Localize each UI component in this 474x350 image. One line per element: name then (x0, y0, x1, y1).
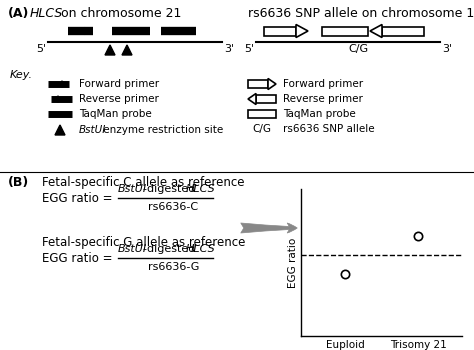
Text: EGG ratio =: EGG ratio = (42, 252, 116, 265)
Polygon shape (370, 25, 382, 37)
Text: BstUI: BstUI (118, 244, 147, 254)
Text: Key.: Key. (10, 70, 33, 80)
Text: (B): (B) (8, 176, 29, 189)
Text: 5': 5' (244, 44, 254, 54)
Text: rs6636-C: rs6636-C (148, 202, 198, 212)
FancyBboxPatch shape (382, 27, 424, 35)
FancyBboxPatch shape (248, 110, 276, 118)
Text: TaqMan probe: TaqMan probe (79, 109, 152, 119)
Text: rs6636 SNP allele: rs6636 SNP allele (283, 124, 374, 134)
Polygon shape (296, 25, 308, 37)
Text: -digested: -digested (143, 244, 199, 254)
Text: HLCS: HLCS (186, 184, 216, 194)
Text: Forward primer: Forward primer (283, 79, 363, 89)
Text: C/G: C/G (253, 124, 272, 134)
Text: TaqMan probe: TaqMan probe (283, 109, 356, 119)
Text: -digested: -digested (143, 184, 199, 194)
Text: enzyme restriction site: enzyme restriction site (100, 125, 223, 135)
Polygon shape (105, 45, 115, 55)
Y-axis label: EGG ratio: EGG ratio (288, 237, 298, 288)
Text: Forward primer: Forward primer (79, 79, 159, 89)
Polygon shape (55, 125, 65, 135)
FancyBboxPatch shape (256, 95, 276, 103)
Text: Reverse primer: Reverse primer (79, 94, 159, 104)
Text: BstUI: BstUI (118, 184, 147, 194)
FancyBboxPatch shape (248, 80, 268, 88)
Polygon shape (268, 78, 276, 90)
Polygon shape (122, 45, 132, 55)
Text: (A): (A) (8, 7, 29, 20)
Text: on chromosome 21: on chromosome 21 (57, 7, 182, 20)
Text: Fetal-specific C allele as reference: Fetal-specific C allele as reference (42, 176, 245, 189)
Text: HLCS: HLCS (30, 7, 63, 20)
FancyBboxPatch shape (322, 27, 368, 35)
Text: HLCS: HLCS (186, 244, 216, 254)
Text: rs6636 SNP allele on chromosome 14: rs6636 SNP allele on chromosome 14 (248, 7, 474, 20)
FancyBboxPatch shape (264, 27, 296, 35)
Text: Fetal-specific G allele as reference: Fetal-specific G allele as reference (42, 236, 246, 249)
Text: EGG ratio =: EGG ratio = (42, 191, 116, 204)
Text: C/G: C/G (348, 44, 368, 54)
Text: 5': 5' (36, 44, 46, 54)
Text: rs6636-G: rs6636-G (148, 262, 200, 272)
Text: 3': 3' (442, 44, 452, 54)
Text: 3': 3' (224, 44, 234, 54)
Text: Reverse primer: Reverse primer (283, 94, 363, 104)
Text: BstUI: BstUI (79, 125, 106, 135)
Polygon shape (248, 93, 256, 105)
